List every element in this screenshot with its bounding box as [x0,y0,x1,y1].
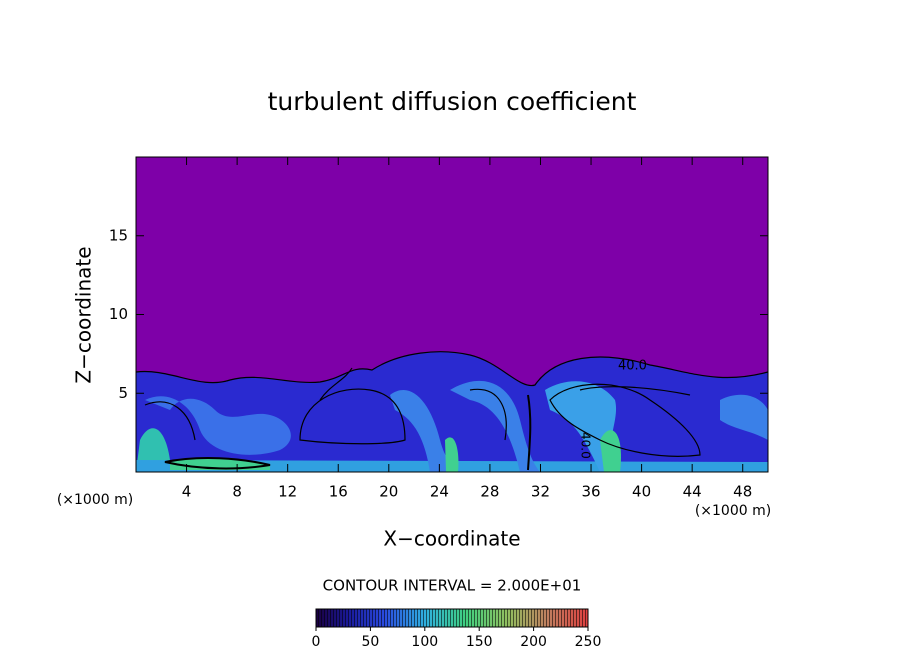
colorbar-tick-label: 250 [575,634,602,650]
y-tick-label: 15 [109,226,128,244]
colorbar-tick-label: 100 [411,634,438,650]
colorbar-tick-label: 150 [466,634,493,650]
x-unit: (×1000 m) [695,503,771,519]
colorbar-frame [315,608,589,628]
x-tick-label: 20 [379,483,398,501]
colorbar-tick-label: 0 [312,634,321,650]
contour-label: 40.0 [579,432,593,459]
colorbar-tick-label: 200 [520,634,547,650]
swirl [390,390,460,472]
field: 40.0 40.0 [136,157,768,472]
y-tick-label: 5 [118,384,128,402]
x-unit: (×1000 m) [57,492,133,508]
swirl [145,396,291,455]
contours [136,351,768,471]
x-tick-label: 40 [632,483,651,501]
x-tick-label: 32 [531,483,550,501]
x-tick-label: 24 [430,483,449,501]
x-tick-label: 44 [683,483,702,501]
swirl [445,437,459,472]
x-tick-label: 4 [182,483,192,501]
swirl [450,380,540,472]
swirl [545,381,617,472]
swirl [720,394,768,440]
x-axis-label: X−coordinate [383,527,520,551]
x-tick-label: 36 [581,483,600,501]
y-tick-label: 10 [109,305,128,323]
chart-title: turbulent diffusion coefficient [268,87,637,116]
x-tick-label: 16 [329,483,348,501]
x-tick-label: 48 [733,483,752,501]
x-tick-label: 12 [278,483,297,501]
contour-label: 40.0 [618,359,647,374]
x-tick-label: 28 [480,483,499,501]
swirl [600,430,621,472]
contour-interval: CONTOUR INTERVAL = 2.000E+01 [323,577,582,595]
colorbar-tick-label: 50 [361,634,379,650]
y-axis-label: Z−coordinate [72,246,96,383]
colorbar-stripes [316,609,588,627]
x-tick-label: 8 [232,483,242,501]
